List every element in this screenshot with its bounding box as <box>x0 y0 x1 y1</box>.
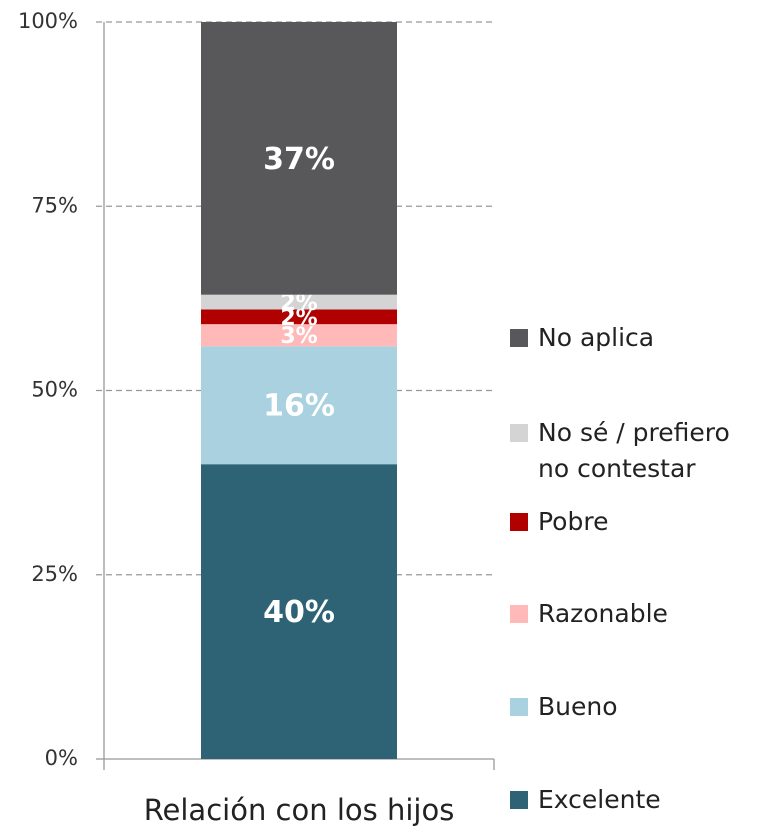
data-label: 37% <box>263 142 335 177</box>
bar-segment <box>201 324 397 347</box>
legend-swatch <box>510 513 528 531</box>
bar-segment <box>201 346 397 465</box>
legend-swatch <box>510 791 528 809</box>
x-tick-label: Relación con los hijos <box>144 793 455 827</box>
data-label: 40% <box>263 595 335 630</box>
legend-item: No sé / prefiero no contestar <box>510 415 760 487</box>
y-tick-label: 75% <box>31 193 78 217</box>
y-tick-label: 50% <box>31 378 78 402</box>
legend-item: Razonable <box>510 596 760 632</box>
legend-item: Excelente <box>510 782 760 818</box>
legend-item: Bueno <box>510 689 760 725</box>
bar-segment <box>201 309 397 325</box>
data-label: 16% <box>263 389 335 424</box>
legend-swatch <box>510 329 528 347</box>
bar-segment <box>201 464 397 759</box>
legend-label: Excelente <box>538 785 661 814</box>
data-label: 2% <box>280 306 317 331</box>
y-tick-label: 25% <box>31 562 78 586</box>
legend-swatch <box>510 605 528 623</box>
legend-label: Pobre <box>538 507 609 536</box>
legend-label: No aplica <box>538 323 655 352</box>
legend-label: No sé / prefiero no contestar <box>538 418 730 483</box>
legend-item: No aplica <box>510 320 760 356</box>
legend-item: Pobre <box>510 504 760 540</box>
legend-swatch <box>510 424 528 442</box>
data-label: 2% <box>280 291 317 316</box>
legend-swatch <box>510 698 528 716</box>
y-tick-label: 100% <box>18 9 78 33</box>
y-tick-label: 0% <box>45 746 78 770</box>
bar-segment <box>201 22 397 295</box>
data-label: 3% <box>280 324 317 349</box>
legend-label: Bueno <box>538 692 618 721</box>
legend-label: Razonable <box>538 599 668 628</box>
bar-segment <box>201 294 397 310</box>
